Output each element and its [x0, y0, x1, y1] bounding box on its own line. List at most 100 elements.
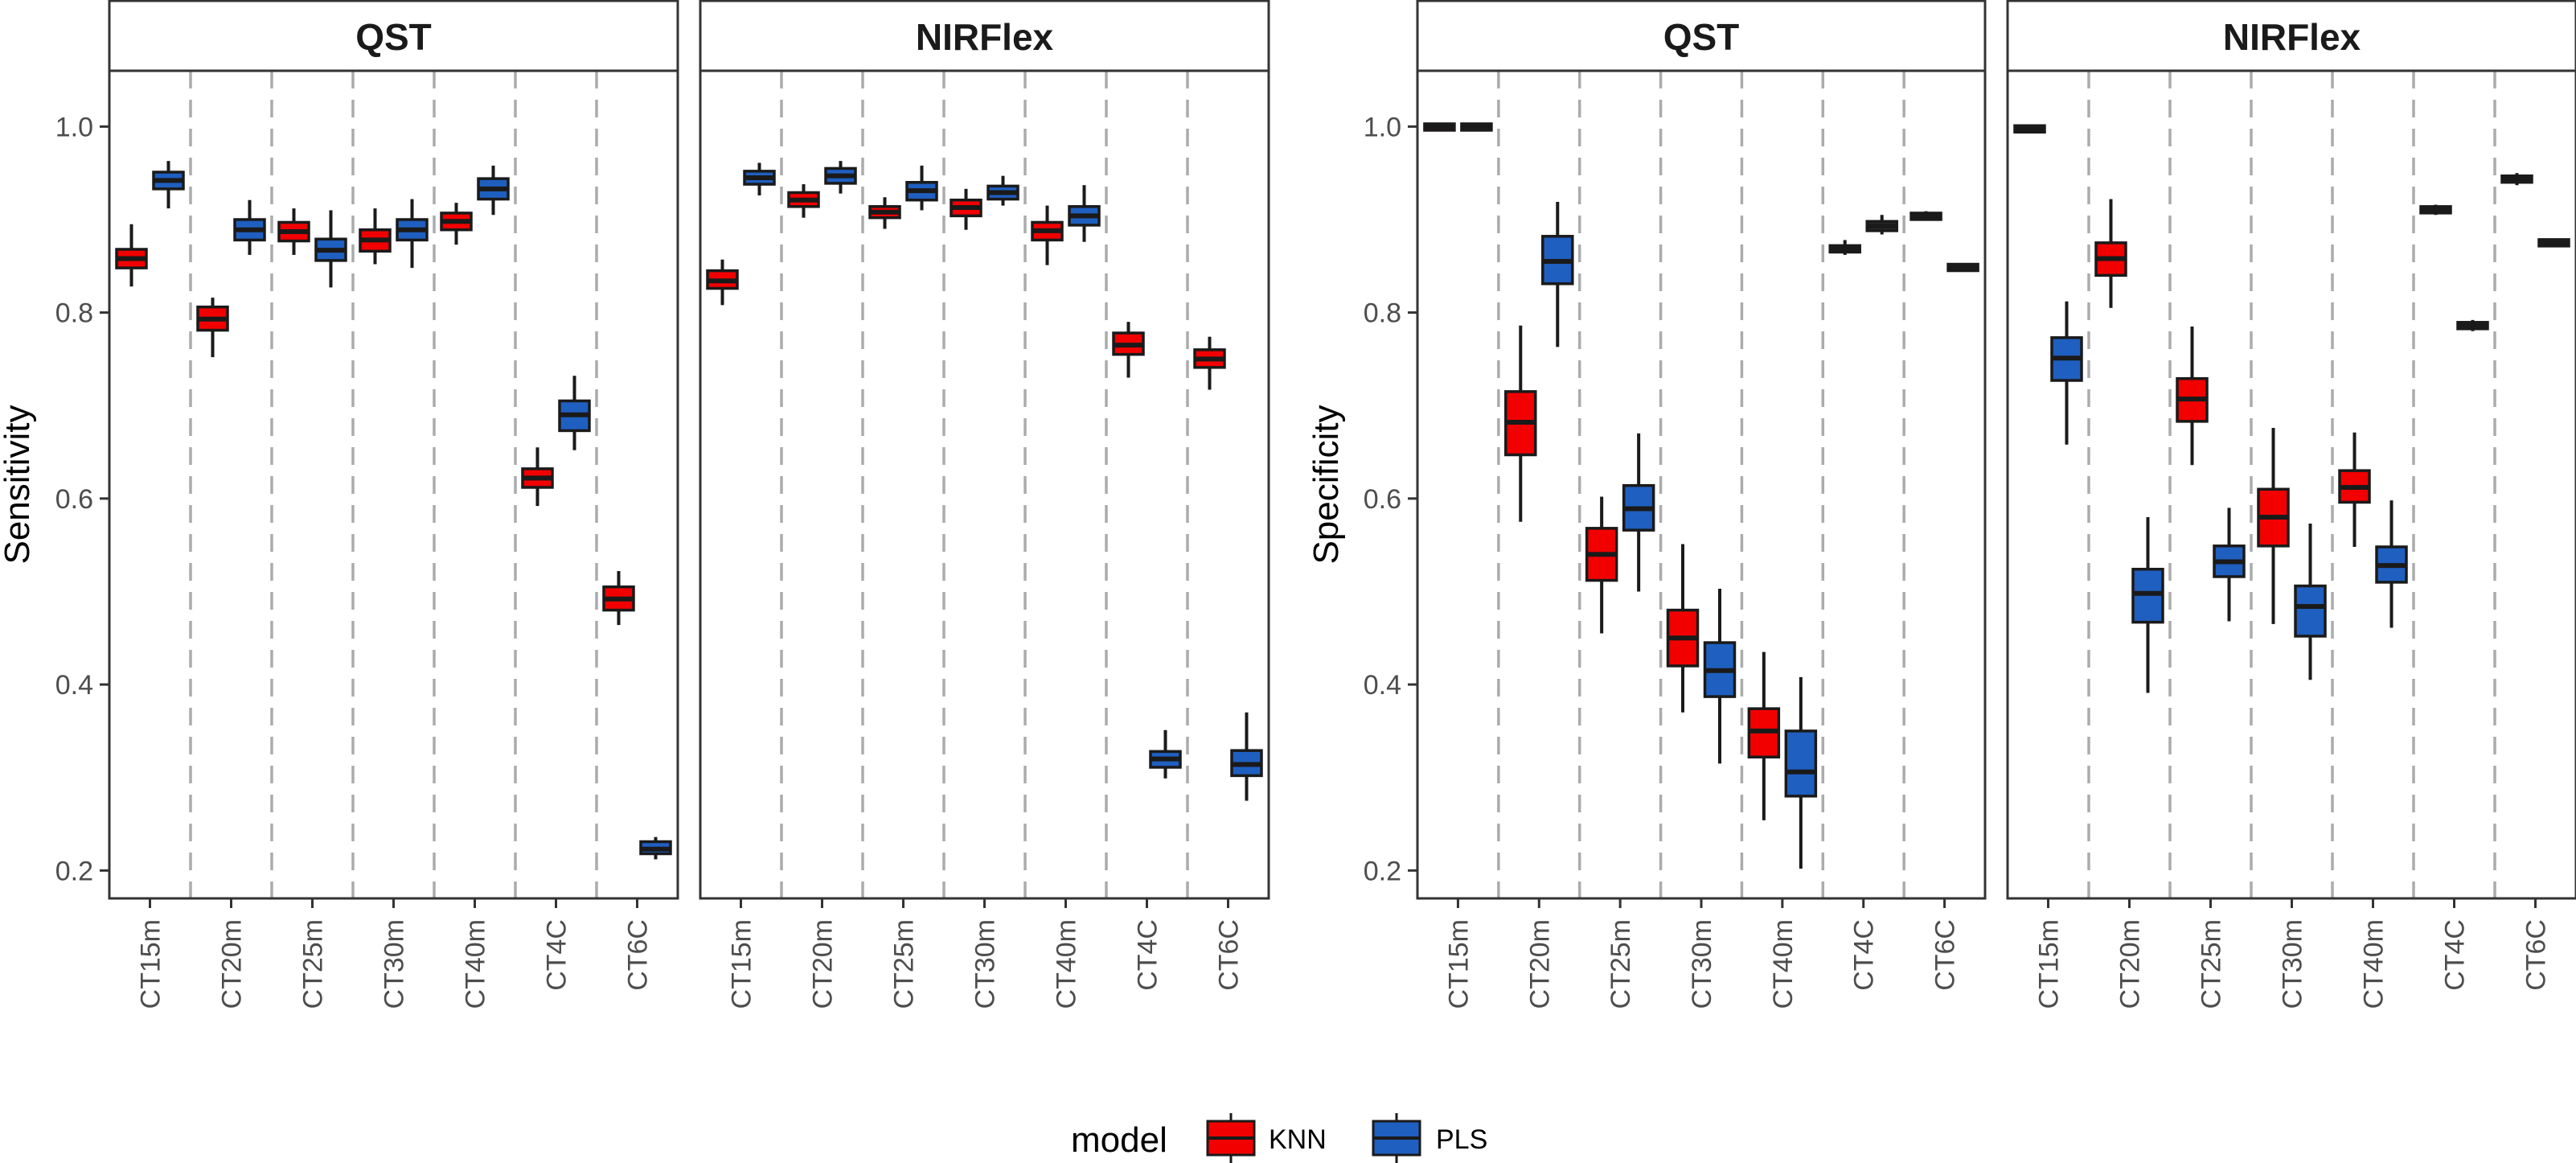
facet-strip — [1416, 0, 1987, 72]
plot-sensitivity: 0.2 0.4 0.6 0.8 1.0 Sensitivity QST CT15m CT20m C… — [0, 0, 1270, 1009]
x-tick-label: CT40m — [2359, 919, 2389, 1009]
box-pls-ct20m — [824, 161, 857, 194]
box-knn-ct4c — [2419, 204, 2452, 216]
box-pls-ct30m — [2294, 524, 2327, 680]
box-pls-ct20m — [2131, 516, 2164, 693]
facet-title: NIRFlex — [916, 16, 1054, 58]
panel-nirflex: NIRFlex CT15m CT20m CT25m CT30m CT40m CT4C CT6C — [699, 0, 1270, 1009]
x-tick-label: CT6C — [1214, 919, 1245, 991]
y-axis-title: Sensitivity — [0, 405, 37, 564]
box-pls-ct40m — [477, 165, 510, 216]
box-knn-ct4c — [1112, 322, 1145, 378]
box-pls-ct15m — [1460, 122, 1493, 132]
box-pls-ct30m — [396, 199, 429, 269]
box-knn-ct25m — [2176, 326, 2209, 466]
box-knn-ct6c — [602, 571, 635, 626]
x-tick-label: CT30m — [2278, 919, 2308, 1009]
legend-item-pls: PLS — [1372, 1113, 1487, 1163]
box-knn-ct40m — [2338, 432, 2371, 547]
box-pls-ct4c — [558, 376, 591, 450]
y-tick-label: 0.4 — [55, 670, 93, 701]
x-tick-label: CT30m — [379, 919, 410, 1009]
box-knn-ct20m — [2094, 199, 2127, 308]
box-knn-ct4c — [1828, 240, 1861, 255]
x-tick-label: CT30m — [1687, 919, 1717, 1009]
box-pls-ct6c — [639, 836, 672, 860]
x-tick-label: CT15m — [727, 919, 757, 1009]
box-pls-ct40m — [1068, 185, 1101, 242]
y-tick-label: 1.0 — [55, 112, 93, 142]
y-tick-label: 0.8 — [1364, 298, 1401, 329]
y-tick-label: 0.2 — [1364, 856, 1401, 886]
facet-title: QST — [355, 16, 432, 58]
y-tick-label: 0.8 — [55, 298, 93, 329]
box-pls-ct15m — [152, 161, 185, 209]
x-tick-label: CT4C — [2440, 919, 2471, 991]
x-tick-label: CT20m — [2115, 919, 2146, 1009]
box-knn-ct30m — [2257, 427, 2290, 624]
x-tick-label: CT15m — [1443, 919, 1474, 1009]
box-knn-ct25m — [1585, 496, 1618, 634]
legend: model KNN PLS — [1071, 1113, 1487, 1163]
legend-label: KNN — [1269, 1124, 1327, 1155]
box-pls-ct40m — [2375, 500, 2408, 628]
box-knn-ct25m — [868, 197, 901, 229]
x-tick-label: CT15m — [136, 919, 166, 1009]
box-knn-ct6c — [1909, 211, 1942, 221]
box-pls-ct30m — [987, 175, 1019, 206]
facet-title: NIRFlex — [2223, 16, 2361, 58]
facet-strip — [108, 0, 679, 72]
x-tick-label: CT25m — [298, 919, 329, 1009]
box-pls-ct20m — [233, 199, 266, 255]
box-knn-ct40m — [1747, 651, 1781, 820]
x-tick-label: CT25m — [1606, 919, 1636, 1009]
box-knn-ct15m — [706, 259, 739, 306]
box-pls-ct25m — [1622, 433, 1655, 592]
x-tick-label: CT6C — [1930, 919, 1961, 991]
box-knn-ct25m — [277, 208, 310, 255]
box-iqr — [2294, 584, 2327, 638]
box-pls-ct4c — [2456, 319, 2489, 331]
box-pls-ct4c — [1149, 729, 1182, 779]
x-tick-label: CT6C — [623, 919, 654, 991]
box-knn-ct30m — [359, 208, 392, 265]
x-tick-label: CT15m — [2034, 919, 2065, 1009]
x-tick-label: CT25m — [889, 919, 920, 1009]
x-tick-label: CT4C — [1849, 919, 1880, 991]
box-knn-ct30m — [950, 188, 982, 230]
legend-label: PLS — [1436, 1124, 1487, 1155]
facet-strip — [2006, 0, 2576, 72]
panel-border — [1416, 69, 1987, 900]
facet-title: QST — [1663, 16, 1740, 58]
box-knn-ct15m — [2013, 124, 2046, 134]
box-knn-ct6c — [1193, 336, 1226, 390]
x-tick-label: CT30m — [970, 919, 1001, 1009]
box-knn-ct30m — [1666, 544, 1700, 713]
panel-border — [2006, 69, 2576, 900]
x-tick-label: CT20m — [217, 919, 248, 1009]
panel-qst: QST CT15m CT20m CT25m CT30m CT40m CT4C CT6C — [108, 0, 679, 1009]
panel-border — [699, 69, 1270, 900]
x-tick-label: CT6C — [2521, 919, 2552, 991]
box-knn-ct40m — [1031, 205, 1064, 265]
x-tick-label: CT4C — [542, 919, 572, 991]
box-iqr — [1784, 729, 1818, 798]
y-tick-label: 0.4 — [1364, 670, 1401, 701]
box-knn-ct20m — [196, 298, 229, 358]
legend-title: model — [1071, 1120, 1167, 1160]
box-knn-ct4c — [521, 447, 554, 507]
x-tick-label: CT25m — [2197, 919, 2227, 1009]
facet-strip — [699, 0, 1270, 72]
x-tick-label: CT40m — [1768, 919, 1799, 1009]
box-pls-ct6c — [2537, 238, 2570, 248]
y-axis-title: Specificity — [1306, 405, 1346, 564]
y-tick-label: 0.6 — [55, 484, 93, 515]
x-tick-label: CT40m — [1052, 919, 1082, 1009]
box-pls-ct6c — [1946, 262, 1979, 273]
panel-border — [108, 69, 679, 900]
panel-nirflex: NIRFlex CT15m CT20m CT25m CT30m CT40m CT4C CT6C — [2006, 0, 2576, 1009]
x-tick-label: CT20m — [808, 919, 839, 1009]
y-tick-label: 0.6 — [1364, 484, 1401, 515]
box-knn-ct6c — [2500, 173, 2533, 186]
legend-item-knn: KNN — [1206, 1113, 1327, 1163]
